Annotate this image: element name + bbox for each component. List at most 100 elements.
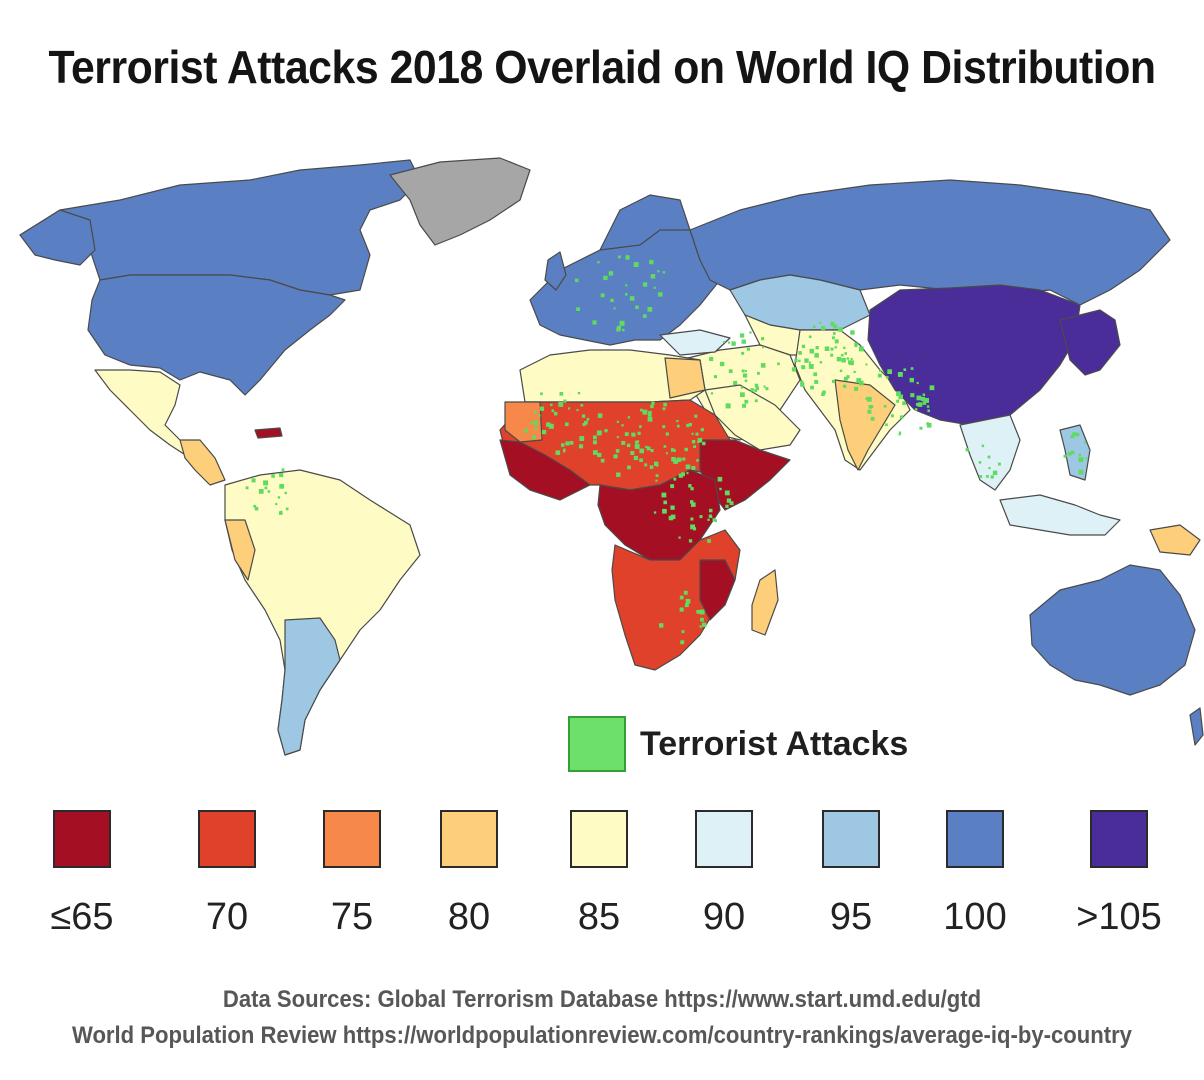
attack-marker <box>559 392 564 396</box>
attack-marker <box>987 455 991 459</box>
attack-marker <box>608 271 614 276</box>
attack-marker <box>898 431 902 434</box>
attack-marker <box>681 630 685 633</box>
legend-label: 75 <box>330 896 374 938</box>
attack-marker <box>648 411 652 415</box>
attack-marker <box>682 457 686 461</box>
attack-marker <box>725 403 731 409</box>
legend-item-105: >105 <box>1064 806 1174 939</box>
attack-marker <box>680 640 685 645</box>
legend-label: ≤65 <box>50 896 114 938</box>
attack-marker <box>563 399 567 403</box>
attack-marker <box>279 511 283 515</box>
attack-marker <box>550 403 553 407</box>
attack-marker <box>900 415 904 419</box>
attack-marker <box>830 347 834 351</box>
attack-marker <box>563 448 566 452</box>
attack-marker <box>673 449 676 452</box>
attack-marker <box>1083 441 1086 444</box>
attack-marker <box>659 623 664 628</box>
attack-marker <box>662 425 666 429</box>
attack-marker <box>671 457 676 462</box>
attack-marker <box>844 352 847 355</box>
attack-marker <box>637 431 641 435</box>
attack-marker <box>629 296 635 301</box>
region-mozambique <box>699 559 736 621</box>
attack-marker <box>762 346 764 349</box>
attack-marker <box>645 445 648 448</box>
attack-marker <box>854 386 859 391</box>
attack-marker <box>728 341 731 344</box>
legend-item-70: 70 <box>172 806 282 939</box>
attack-marker <box>626 443 631 448</box>
attack-marker <box>707 539 711 543</box>
attack-marker <box>741 369 745 373</box>
attack-marker <box>597 413 603 418</box>
attack-marker <box>565 422 569 427</box>
region-south-america <box>224 469 421 756</box>
attack-marker <box>843 346 846 350</box>
attack-marker <box>763 385 766 388</box>
legend-item-85: 85 <box>544 806 654 939</box>
legend-item-95: 95 <box>796 806 906 939</box>
attack-marker <box>729 501 734 506</box>
attack-marker <box>271 474 275 478</box>
attack-marker <box>541 429 547 435</box>
attack-marker <box>581 414 586 418</box>
attack-marker <box>665 452 668 455</box>
attack-marker <box>576 409 579 412</box>
attack-marker <box>885 423 888 427</box>
attack-marker <box>613 307 616 310</box>
attack-marker <box>625 293 628 296</box>
attack-marker <box>843 384 847 388</box>
attack-marker <box>678 473 683 478</box>
attack-marker <box>755 386 760 391</box>
attack-marker <box>622 328 625 332</box>
region-korea-japan <box>1059 309 1121 376</box>
region-uk <box>544 251 567 291</box>
attack-marker <box>699 609 705 615</box>
attack-marker <box>791 367 797 372</box>
attack-marker <box>670 448 675 452</box>
legend-label: 95 <box>829 896 873 938</box>
attack-marker <box>665 432 669 436</box>
attack-marker <box>926 405 930 408</box>
attack-marker <box>850 357 853 361</box>
attack-marker <box>915 403 919 406</box>
attack-marker <box>586 417 590 421</box>
attack-marker <box>821 392 825 396</box>
attack-marker <box>846 357 849 360</box>
attack-marker <box>651 401 655 405</box>
attack-marker <box>627 416 630 419</box>
attack-marker <box>691 466 696 470</box>
attack-marker <box>896 399 900 403</box>
attack-marker <box>749 331 752 334</box>
region-usa <box>87 274 346 396</box>
attack-marker <box>698 438 702 441</box>
attack-marker <box>836 356 842 362</box>
attack-marker <box>998 462 1001 466</box>
attack-marker <box>754 389 758 393</box>
attack-marker <box>830 353 834 357</box>
attack-marker <box>814 353 819 358</box>
attack-marker <box>647 413 652 417</box>
attack-marker <box>808 361 811 364</box>
attack-marker <box>979 475 983 479</box>
attack-marker <box>765 387 769 391</box>
attack-marker <box>642 282 648 287</box>
region-argentina <box>277 617 341 756</box>
attack-legend: Terrorist Attacks <box>568 716 908 772</box>
attack-marker <box>634 440 638 444</box>
attack-marker <box>879 369 882 372</box>
attack-marker <box>656 464 659 467</box>
attack-marker <box>245 486 249 490</box>
attack-marker <box>910 367 914 370</box>
attack-marker <box>555 450 561 455</box>
region-philippines <box>1059 424 1091 481</box>
attack-marker <box>538 414 541 417</box>
attack-marker <box>650 274 656 279</box>
attack-marker <box>663 500 667 505</box>
attack-marker <box>679 458 682 461</box>
attack-marker <box>808 335 812 339</box>
region-indonesia <box>999 494 1121 536</box>
